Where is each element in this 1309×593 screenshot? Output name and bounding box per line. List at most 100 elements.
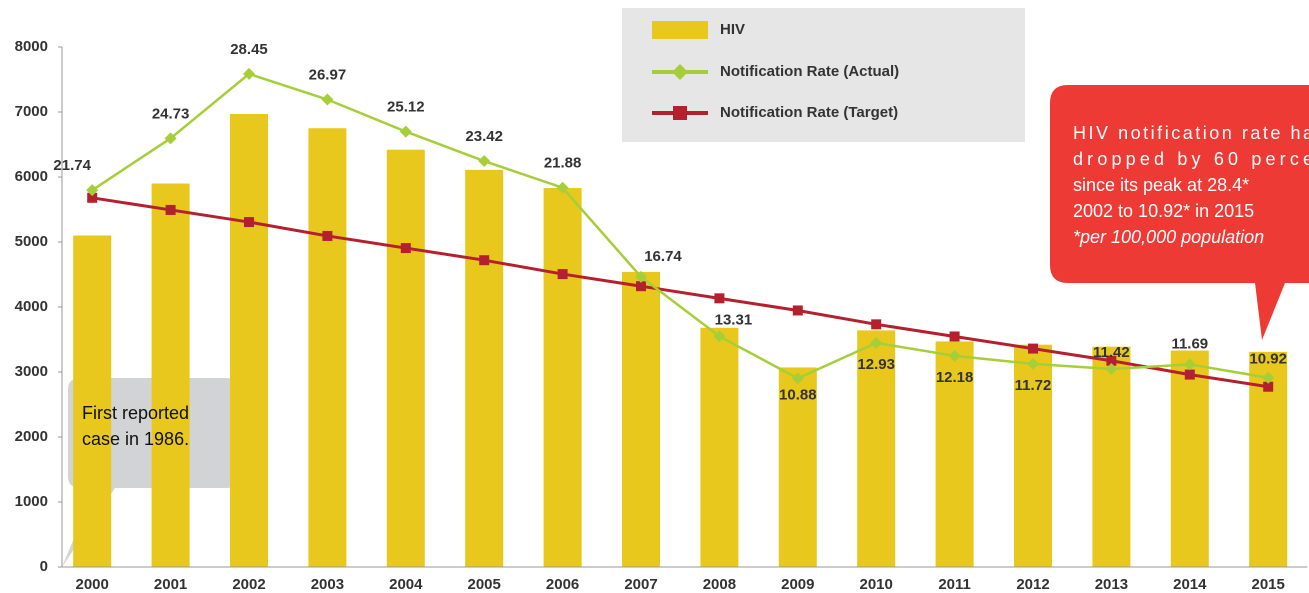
bar — [778, 367, 817, 567]
highlight-callout — [1050, 85, 1309, 340]
data-label: 23.42 — [465, 128, 503, 145]
point — [1183, 358, 1196, 371]
y-tick-label: 6000 — [15, 168, 48, 185]
y-tick-label: 0 — [40, 558, 48, 575]
bar — [73, 235, 112, 567]
data-label: 13.31 — [715, 311, 753, 328]
point — [244, 217, 254, 228]
x-tick-label: 2004 — [389, 576, 423, 593]
point — [557, 269, 568, 280]
x-tick-label: 2010 — [860, 576, 893, 593]
x-tick-label: 2011 — [938, 576, 971, 593]
data-label: 28.45 — [230, 41, 268, 58]
point — [635, 270, 647, 283]
y-tick-label: 5000 — [15, 233, 48, 250]
y-tick-label: 4000 — [15, 298, 48, 315]
point — [870, 336, 883, 349]
data-label: 16.74 — [644, 248, 682, 265]
point — [1262, 371, 1275, 384]
point — [164, 132, 177, 145]
rate-line — [91, 196, 1269, 389]
callout-text: HIV notification rate ha — [1073, 123, 1309, 143]
callout-text: since its peak at 28.4* — [1073, 175, 1249, 195]
point — [1027, 357, 1039, 370]
bar — [465, 169, 504, 567]
data-label: 12.93 — [857, 356, 895, 373]
bar — [151, 183, 190, 567]
x-tick-label: 2001 — [154, 576, 187, 593]
point — [87, 192, 98, 203]
legend-swatch — [652, 21, 708, 39]
x-tick-label: 2012 — [1016, 576, 1049, 593]
y-tick-label: 2000 — [15, 428, 48, 445]
data-label: 25.12 — [387, 99, 425, 116]
x-tick-label: 2008 — [703, 576, 736, 593]
point — [791, 372, 804, 385]
point — [1105, 363, 1118, 376]
point — [243, 67, 255, 80]
point — [86, 184, 99, 197]
bar — [1170, 350, 1209, 567]
x-tick-label: 2006 — [546, 576, 579, 593]
point — [165, 204, 176, 215]
point — [1184, 369, 1195, 380]
point — [1106, 355, 1117, 366]
x-tick-label: 2009 — [781, 576, 814, 593]
data-label: 11.72 — [1015, 377, 1052, 394]
bar — [230, 113, 268, 567]
point — [400, 243, 411, 254]
bar — [543, 188, 582, 568]
x-tick-label: 2000 — [76, 576, 109, 593]
x-tick-label: 2015 — [1252, 576, 1285, 593]
x-tick-label: 2014 — [1173, 576, 1207, 593]
bar — [1092, 346, 1131, 567]
data-label: 11.42 — [1093, 344, 1130, 361]
data-label: 21.88 — [544, 155, 582, 172]
rate-line — [91, 72, 1269, 380]
point — [478, 155, 491, 168]
bar — [935, 341, 974, 567]
x-tick-label: 2005 — [468, 576, 501, 593]
point — [1263, 381, 1274, 392]
point — [1028, 343, 1038, 354]
data-label: 12.18 — [936, 369, 974, 386]
x-tick-label: 2013 — [1095, 576, 1128, 593]
point — [556, 181, 569, 194]
legend-marker — [672, 64, 688, 80]
data-label: 11.69 — [1171, 335, 1208, 352]
bar — [386, 149, 425, 567]
x-tick-label: 2002 — [232, 576, 265, 593]
x-tick-label: 2003 — [311, 576, 344, 593]
bar — [1014, 344, 1052, 567]
legend-marker — [673, 106, 687, 120]
data-label: 26.97 — [309, 66, 347, 83]
y-tick-label: 3000 — [15, 363, 48, 380]
note-text: First reported — [82, 403, 189, 423]
legend-label: Notification Rate (Target) — [720, 104, 898, 121]
y-tick-label: 1000 — [15, 493, 48, 510]
point — [321, 93, 334, 106]
data-label: 24.73 — [152, 105, 190, 122]
data-label: 10.92 — [1249, 351, 1287, 368]
callout-text: 2002 to 10.92* in 2015 — [1073, 201, 1254, 221]
point — [792, 305, 803, 316]
point — [949, 331, 960, 342]
bar — [622, 271, 660, 567]
bar — [700, 327, 739, 567]
x-tick-label: 2007 — [624, 576, 657, 593]
y-tick-label: 7000 — [15, 103, 48, 120]
legend-label: Notification Rate (Actual) — [720, 63, 899, 80]
point — [713, 330, 726, 343]
bar — [857, 330, 896, 567]
data-label: 21.74 — [53, 157, 91, 174]
point — [636, 281, 646, 292]
y-tick-label: 8000 — [15, 38, 48, 55]
bar — [308, 128, 347, 567]
point — [714, 293, 725, 304]
callout-text: *per 100,000 population — [1073, 227, 1264, 247]
point — [871, 319, 882, 330]
legend-label: HIV — [720, 21, 745, 38]
point — [399, 125, 412, 138]
point — [479, 255, 490, 266]
